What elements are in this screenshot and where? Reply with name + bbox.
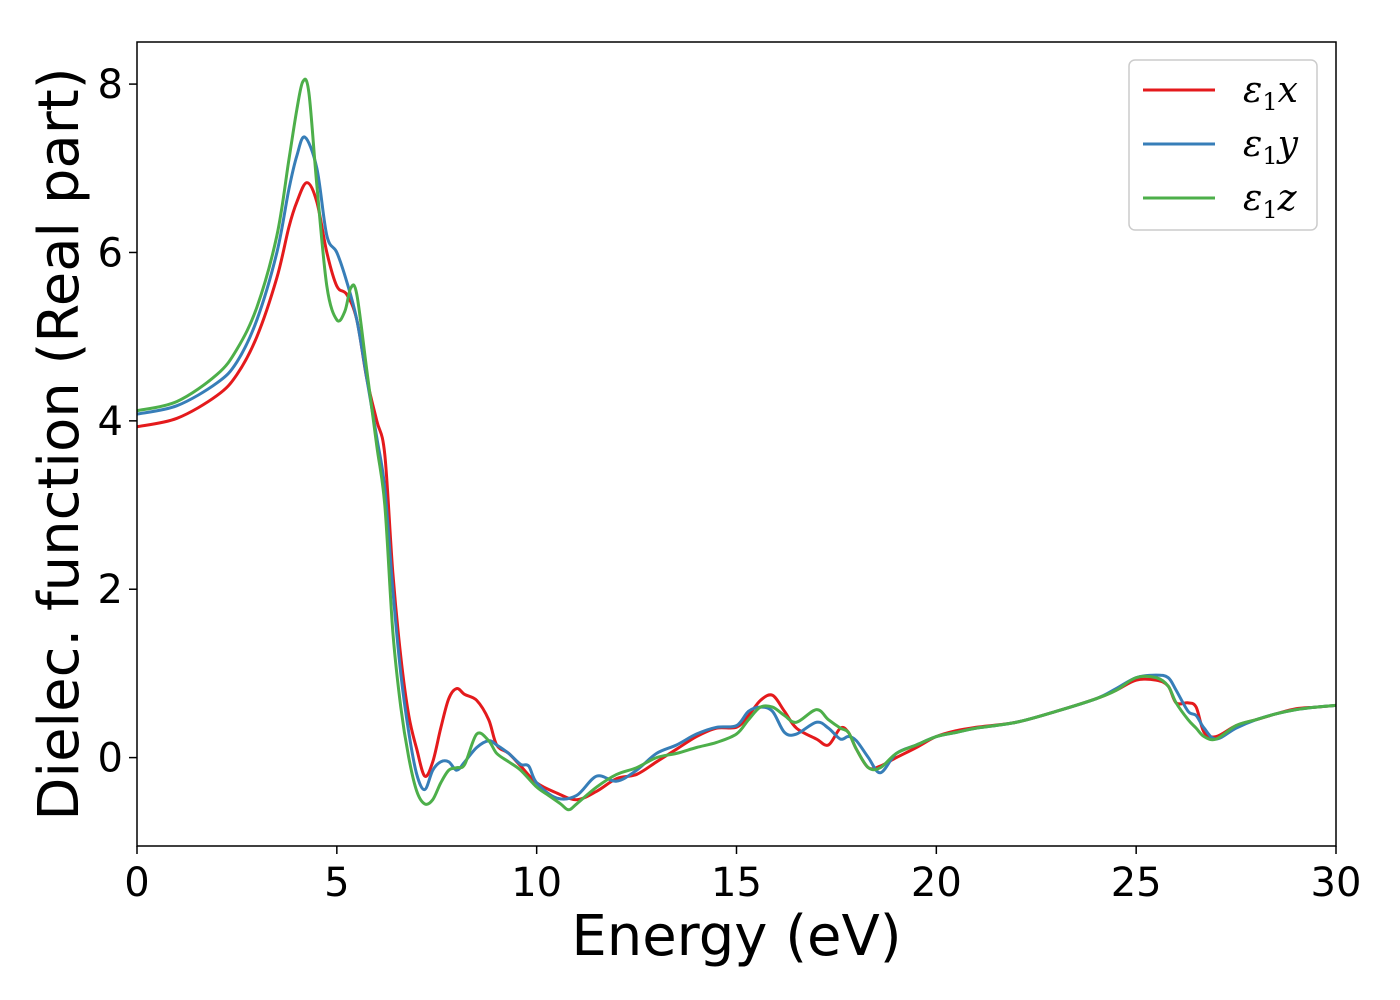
legend-label-z: ε1z <box>1243 178 1298 224</box>
y-tick-label: 8 <box>98 62 123 108</box>
legend-label-axis: y <box>1276 124 1299 165</box>
x-tick-label: 15 <box>711 860 762 906</box>
x-tick-label: 25 <box>1111 860 1162 906</box>
y-tick-label: 0 <box>98 736 123 782</box>
x-tick-label: 10 <box>511 860 562 906</box>
y-tick-label: 2 <box>98 567 123 613</box>
x-tick-label: 0 <box>124 860 149 906</box>
x-tick-label: 20 <box>911 860 962 906</box>
series-line-x <box>137 181 1336 802</box>
y-tick-label: 6 <box>98 230 123 276</box>
legend-label-axis: x <box>1278 70 1298 111</box>
legend-label-y: ε1y <box>1243 124 1299 170</box>
legend-label-base: ε <box>1243 124 1262 165</box>
legend-label-subscript: 1 <box>1262 142 1277 170</box>
legend-box <box>1128 59 1318 231</box>
series-lines <box>137 77 1336 812</box>
legend-label-subscript: 1 <box>1262 88 1277 116</box>
legend-label-axis: z <box>1277 178 1298 219</box>
x-axis-label: Energy (eV) <box>571 904 901 969</box>
series-line-y <box>137 135 1336 801</box>
legend-label-base: ε <box>1243 178 1262 219</box>
legend-label-subscript: 1 <box>1262 196 1277 224</box>
axis-ticks: 0 5 10 15 20 25 30 0 2 4 6 8 <box>98 62 1362 906</box>
legend-label-x: ε1x <box>1243 70 1298 116</box>
legend-label-base: ε <box>1243 70 1262 111</box>
series-line-z <box>137 77 1336 812</box>
y-axis-label: Dielec. function (Real part) <box>27 67 92 820</box>
x-tick-label: 30 <box>1311 860 1362 906</box>
y-tick-label: 4 <box>98 399 123 445</box>
x-tick-label: 5 <box>324 860 349 906</box>
